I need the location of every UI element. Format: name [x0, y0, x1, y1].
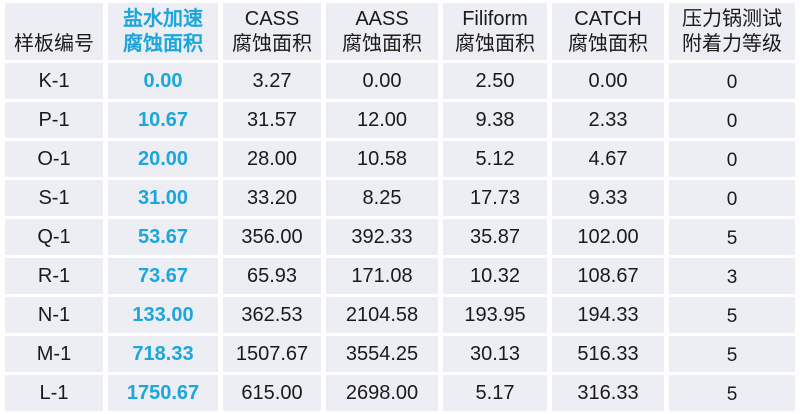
header-sample-number: 样板编号	[5, 3, 103, 60]
header-aass-area: AASS 腐蚀面积	[326, 3, 438, 60]
cell-sample-number: Q-1	[5, 219, 103, 255]
header-cass-area: CASS 腐蚀面积	[223, 3, 321, 60]
cell-catch-area: 2.33	[552, 102, 664, 138]
cell-salt-spray-area: 73.67	[108, 258, 218, 294]
cell-salt-spray-area: 0.00	[108, 63, 218, 99]
header-catch-area: CATCH 腐蚀面积	[552, 3, 664, 60]
cell-catch-area: 316.33	[552, 375, 664, 411]
cell-cass-area: 362.53	[223, 297, 321, 333]
cell-sample-number: K-1	[5, 63, 103, 99]
cell-filiform-area: 2.50	[443, 63, 547, 99]
header-adhesion-grade: 压力锅测试 附着力等级	[669, 3, 795, 60]
cell-adhesion-grade: 5	[669, 297, 795, 333]
cell-aass-area: 3554.25	[326, 336, 438, 372]
table-body: K-1 0.00 3.27 0.00 2.50 0.00 0 P-1 10.67…	[5, 63, 795, 411]
cell-filiform-area: 5.17	[443, 375, 547, 411]
cell-catch-area: 0.00	[552, 63, 664, 99]
cell-cass-area: 28.00	[223, 141, 321, 177]
cell-catch-area: 4.67	[552, 141, 664, 177]
cell-filiform-area: 17.73	[443, 180, 547, 216]
table-row: N-1 133.00 362.53 2104.58 193.95 194.33 …	[5, 297, 795, 333]
cell-catch-area: 9.33	[552, 180, 664, 216]
cell-aass-area: 0.00	[326, 63, 438, 99]
cell-adhesion-grade: 0	[669, 102, 795, 138]
cell-adhesion-grade: 5	[669, 219, 795, 255]
cell-sample-number: S-1	[5, 180, 103, 216]
table-row: S-1 31.00 33.20 8.25 17.73 9.33 0	[5, 180, 795, 216]
cell-filiform-area: 5.12	[443, 141, 547, 177]
cell-salt-spray-area: 133.00	[108, 297, 218, 333]
cell-cass-area: 33.20	[223, 180, 321, 216]
cell-catch-area: 108.67	[552, 258, 664, 294]
cell-salt-spray-area: 1750.67	[108, 375, 218, 411]
cell-aass-area: 2104.58	[326, 297, 438, 333]
table-row: M-1 718.33 1507.67 3554.25 30.13 516.33 …	[5, 336, 795, 372]
cell-sample-number: R-1	[5, 258, 103, 294]
cell-adhesion-grade: 0	[669, 63, 795, 99]
cell-aass-area: 12.00	[326, 102, 438, 138]
cell-catch-area: 194.33	[552, 297, 664, 333]
header-row: 样板编号 盐水加速 腐蚀面积 CASS 腐蚀面积 AASS 腐蚀面积 Filiform…	[5, 3, 795, 60]
table-row: R-1 73.67 65.93 171.08 10.32 108.67 3	[5, 258, 795, 294]
cell-sample-number: P-1	[5, 102, 103, 138]
header-filiform-area: Filiform 腐蚀面积	[443, 3, 547, 60]
cell-cass-area: 615.00	[223, 375, 321, 411]
header-salt-spray-area: 盐水加速 腐蚀面积	[108, 3, 218, 60]
cell-adhesion-grade: 5	[669, 336, 795, 372]
cell-adhesion-grade: 3	[669, 258, 795, 294]
cell-cass-area: 1507.67	[223, 336, 321, 372]
cell-adhesion-grade: 0	[669, 180, 795, 216]
cell-aass-area: 10.58	[326, 141, 438, 177]
cell-filiform-area: 9.38	[443, 102, 547, 138]
cell-cass-area: 356.00	[223, 219, 321, 255]
cell-catch-area: 516.33	[552, 336, 664, 372]
cell-sample-number: M-1	[5, 336, 103, 372]
cell-salt-spray-area: 53.67	[108, 219, 218, 255]
cell-filiform-area: 10.32	[443, 258, 547, 294]
cell-aass-area: 171.08	[326, 258, 438, 294]
cell-filiform-area: 35.87	[443, 219, 547, 255]
cell-aass-area: 2698.00	[326, 375, 438, 411]
cell-sample-number: O-1	[5, 141, 103, 177]
cell-cass-area: 65.93	[223, 258, 321, 294]
table-row: P-1 10.67 31.57 12.00 9.38 2.33 0	[5, 102, 795, 138]
cell-filiform-area: 193.95	[443, 297, 547, 333]
cell-salt-spray-area: 31.00	[108, 180, 218, 216]
cell-salt-spray-area: 718.33	[108, 336, 218, 372]
cell-catch-area: 102.00	[552, 219, 664, 255]
table-row: O-1 20.00 28.00 10.58 5.12 4.67 0	[5, 141, 795, 177]
cell-sample-number: N-1	[5, 297, 103, 333]
cell-aass-area: 8.25	[326, 180, 438, 216]
cell-sample-number: L-1	[5, 375, 103, 411]
cell-adhesion-grade: 0	[669, 141, 795, 177]
table-row: K-1 0.00 3.27 0.00 2.50 0.00 0	[5, 63, 795, 99]
cell-salt-spray-area: 10.67	[108, 102, 218, 138]
cell-salt-spray-area: 20.00	[108, 141, 218, 177]
table-row: Q-1 53.67 356.00 392.33 35.87 102.00 5	[5, 219, 795, 255]
cell-cass-area: 31.57	[223, 102, 321, 138]
cell-adhesion-grade: 5	[669, 375, 795, 411]
cell-filiform-area: 30.13	[443, 336, 547, 372]
table-row: L-1 1750.67 615.00 2698.00 5.17 316.33 5	[5, 375, 795, 411]
cell-aass-area: 392.33	[326, 219, 438, 255]
cell-cass-area: 3.27	[223, 63, 321, 99]
